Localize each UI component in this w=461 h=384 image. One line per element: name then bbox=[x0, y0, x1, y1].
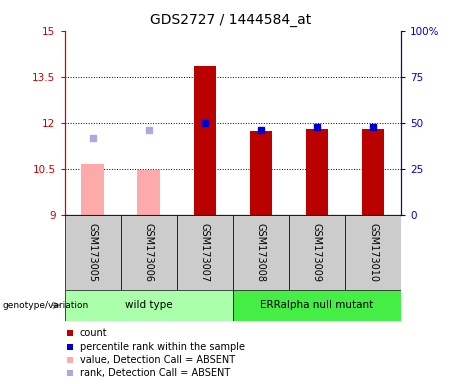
Bar bbox=[65, 290, 233, 321]
Text: wild type: wild type bbox=[125, 300, 172, 310]
Text: ERRalpha null mutant: ERRalpha null mutant bbox=[260, 300, 373, 310]
Bar bbox=[65, 215, 121, 290]
Text: count: count bbox=[80, 328, 107, 338]
Bar bbox=[306, 129, 328, 215]
Text: GSM173006: GSM173006 bbox=[144, 223, 154, 282]
Bar bbox=[345, 215, 401, 290]
Bar bbox=[137, 170, 160, 215]
Bar bbox=[194, 66, 216, 215]
Bar bbox=[233, 215, 289, 290]
Text: GDS2727 / 1444584_at: GDS2727 / 1444584_at bbox=[150, 13, 311, 27]
Text: GSM173007: GSM173007 bbox=[200, 223, 210, 282]
Text: GSM173008: GSM173008 bbox=[256, 223, 266, 282]
Text: GSM173009: GSM173009 bbox=[312, 223, 322, 282]
Bar bbox=[250, 131, 272, 215]
Text: value, Detection Call = ABSENT: value, Detection Call = ABSENT bbox=[80, 355, 235, 365]
Bar bbox=[289, 215, 345, 290]
Text: GSM173005: GSM173005 bbox=[88, 223, 98, 282]
Bar bbox=[233, 290, 401, 321]
Bar bbox=[121, 215, 177, 290]
Bar bbox=[177, 215, 233, 290]
Bar bbox=[82, 164, 104, 215]
Text: percentile rank within the sample: percentile rank within the sample bbox=[80, 341, 245, 352]
Text: rank, Detection Call = ABSENT: rank, Detection Call = ABSENT bbox=[80, 368, 230, 379]
Text: GSM173010: GSM173010 bbox=[368, 223, 378, 282]
Text: genotype/variation: genotype/variation bbox=[2, 301, 89, 310]
Bar bbox=[362, 129, 384, 215]
